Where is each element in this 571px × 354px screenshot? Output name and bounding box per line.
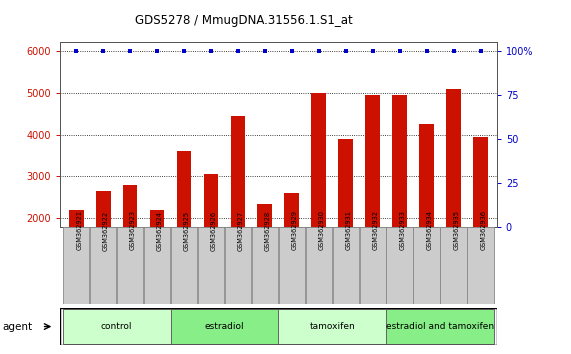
FancyBboxPatch shape [252, 227, 278, 304]
FancyBboxPatch shape [117, 227, 143, 304]
Bar [258, 204, 272, 302]
Bar [96, 191, 111, 302]
Bar [231, 116, 246, 302]
Bar [69, 210, 83, 302]
Bar [284, 193, 299, 302]
Point [287, 48, 296, 54]
Text: tamoxifen: tamoxifen [309, 322, 355, 331]
Point [71, 48, 81, 54]
Text: control: control [101, 322, 132, 331]
Point [152, 48, 162, 54]
Point [422, 48, 431, 54]
Bar [176, 151, 191, 302]
Bar [150, 210, 164, 302]
Bar [392, 95, 407, 302]
Point [368, 48, 377, 54]
FancyBboxPatch shape [63, 309, 171, 344]
Text: GSM362936: GSM362936 [481, 211, 486, 250]
FancyBboxPatch shape [278, 309, 386, 344]
Text: GSM362922: GSM362922 [103, 210, 109, 251]
Text: GSM362925: GSM362925 [184, 210, 190, 251]
Text: GSM362929: GSM362929 [292, 211, 298, 250]
FancyBboxPatch shape [332, 227, 359, 304]
Bar [123, 185, 138, 302]
Bar [419, 124, 434, 302]
Text: GSM362924: GSM362924 [157, 210, 163, 251]
Point [234, 48, 243, 54]
FancyBboxPatch shape [440, 227, 467, 304]
Text: GSM362930: GSM362930 [319, 211, 325, 250]
Text: estradiol and tamoxifen: estradiol and tamoxifen [386, 322, 494, 331]
FancyBboxPatch shape [468, 227, 494, 304]
Bar [473, 137, 488, 302]
Text: GSM362934: GSM362934 [427, 211, 433, 250]
Text: GSM362931: GSM362931 [346, 211, 352, 250]
Point [260, 48, 270, 54]
FancyBboxPatch shape [198, 227, 224, 304]
Bar [311, 93, 326, 302]
Bar [203, 174, 218, 302]
Point [126, 48, 135, 54]
FancyBboxPatch shape [171, 227, 197, 304]
FancyBboxPatch shape [225, 227, 251, 304]
FancyBboxPatch shape [279, 227, 305, 304]
Bar [446, 88, 461, 302]
Text: GSM362923: GSM362923 [130, 211, 136, 250]
FancyBboxPatch shape [386, 309, 494, 344]
FancyBboxPatch shape [90, 227, 116, 304]
Text: agent: agent [3, 321, 33, 332]
FancyBboxPatch shape [144, 227, 170, 304]
Point [476, 48, 485, 54]
Point [179, 48, 188, 54]
Text: GSM362932: GSM362932 [373, 211, 379, 250]
Point [99, 48, 108, 54]
Text: GSM362921: GSM362921 [76, 211, 82, 250]
Point [395, 48, 404, 54]
Bar [365, 95, 380, 302]
FancyBboxPatch shape [171, 309, 278, 344]
Point [449, 48, 458, 54]
Text: estradiol: estradiol [204, 322, 244, 331]
FancyBboxPatch shape [387, 227, 413, 304]
Point [314, 48, 323, 54]
Text: GSM362927: GSM362927 [238, 210, 244, 251]
Bar [339, 139, 353, 302]
FancyBboxPatch shape [63, 227, 89, 304]
FancyBboxPatch shape [360, 227, 386, 304]
Text: GSM362933: GSM362933 [400, 211, 406, 250]
FancyBboxPatch shape [413, 227, 440, 304]
Text: GDS5278 / MmugDNA.31556.1.S1_at: GDS5278 / MmugDNA.31556.1.S1_at [135, 14, 352, 27]
Text: GSM362926: GSM362926 [211, 210, 217, 251]
Text: GSM362928: GSM362928 [265, 210, 271, 251]
Text: GSM362935: GSM362935 [453, 211, 460, 250]
Point [206, 48, 215, 54]
FancyBboxPatch shape [305, 227, 332, 304]
Point [341, 48, 351, 54]
